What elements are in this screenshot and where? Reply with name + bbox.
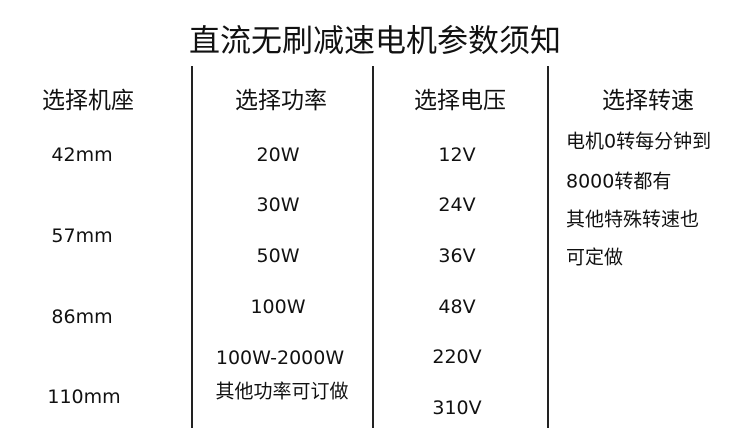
frame-size-item: 110mm <box>47 386 121 408</box>
voltage-item: 36V <box>438 245 476 267</box>
power-item: 30W <box>256 194 300 216</box>
header-speed: 选择转速 <box>602 88 694 114</box>
power-item: 其他功率可订做 <box>215 380 349 403</box>
frame-size-item: 42mm <box>51 144 113 166</box>
voltage-item: 310V <box>432 397 482 419</box>
page-title: 直流无刷减速电机参数须知 <box>189 23 561 60</box>
header-frame-size: 选择机座 <box>42 88 134 114</box>
power-item: 100W-2000W <box>215 347 345 369</box>
column-divider <box>547 66 549 428</box>
column-divider <box>191 66 193 428</box>
voltage-item: 24V <box>438 194 476 216</box>
voltage-item: 48V <box>438 296 476 318</box>
speed-note-line: 8000转都有 <box>566 170 672 193</box>
power-item: 50W <box>256 245 300 267</box>
frame-size-item: 57mm <box>51 225 113 247</box>
speed-note-line: 可定做 <box>566 246 624 269</box>
header-voltage: 选择电压 <box>414 88 506 114</box>
power-item: 20W <box>256 144 300 166</box>
voltage-item: 220V <box>432 346 482 368</box>
power-item: 100W <box>250 296 306 318</box>
column-divider <box>372 66 374 428</box>
speed-note-line: 其他特殊转速也 <box>566 208 700 231</box>
voltage-item: 12V <box>438 144 476 166</box>
speed-note-line: 电机0转每分钟到 <box>566 130 712 153</box>
header-power: 选择功率 <box>235 88 327 114</box>
frame-size-item: 86mm <box>51 306 113 328</box>
